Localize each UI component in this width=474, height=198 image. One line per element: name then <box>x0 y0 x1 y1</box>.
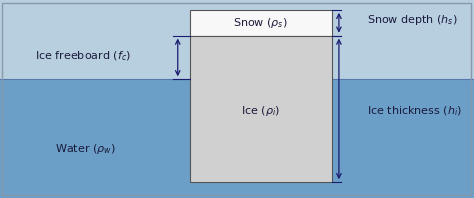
Bar <box>190 36 332 182</box>
Text: Snow ($\rho_s$): Snow ($\rho_s$) <box>233 16 288 30</box>
Text: Snow depth ($h_s$): Snow depth ($h_s$) <box>367 13 458 27</box>
Bar <box>190 10 332 36</box>
Text: Ice freeboard ($f_c$): Ice freeboard ($f_c$) <box>35 50 131 63</box>
Text: Ice ($\rho_i$): Ice ($\rho_i$) <box>241 104 280 118</box>
Text: Water ($\rho_w$): Water ($\rho_w$) <box>55 142 116 155</box>
Text: Ice thickness ($h_i$): Ice thickness ($h_i$) <box>367 104 463 118</box>
Bar <box>0 79 474 198</box>
